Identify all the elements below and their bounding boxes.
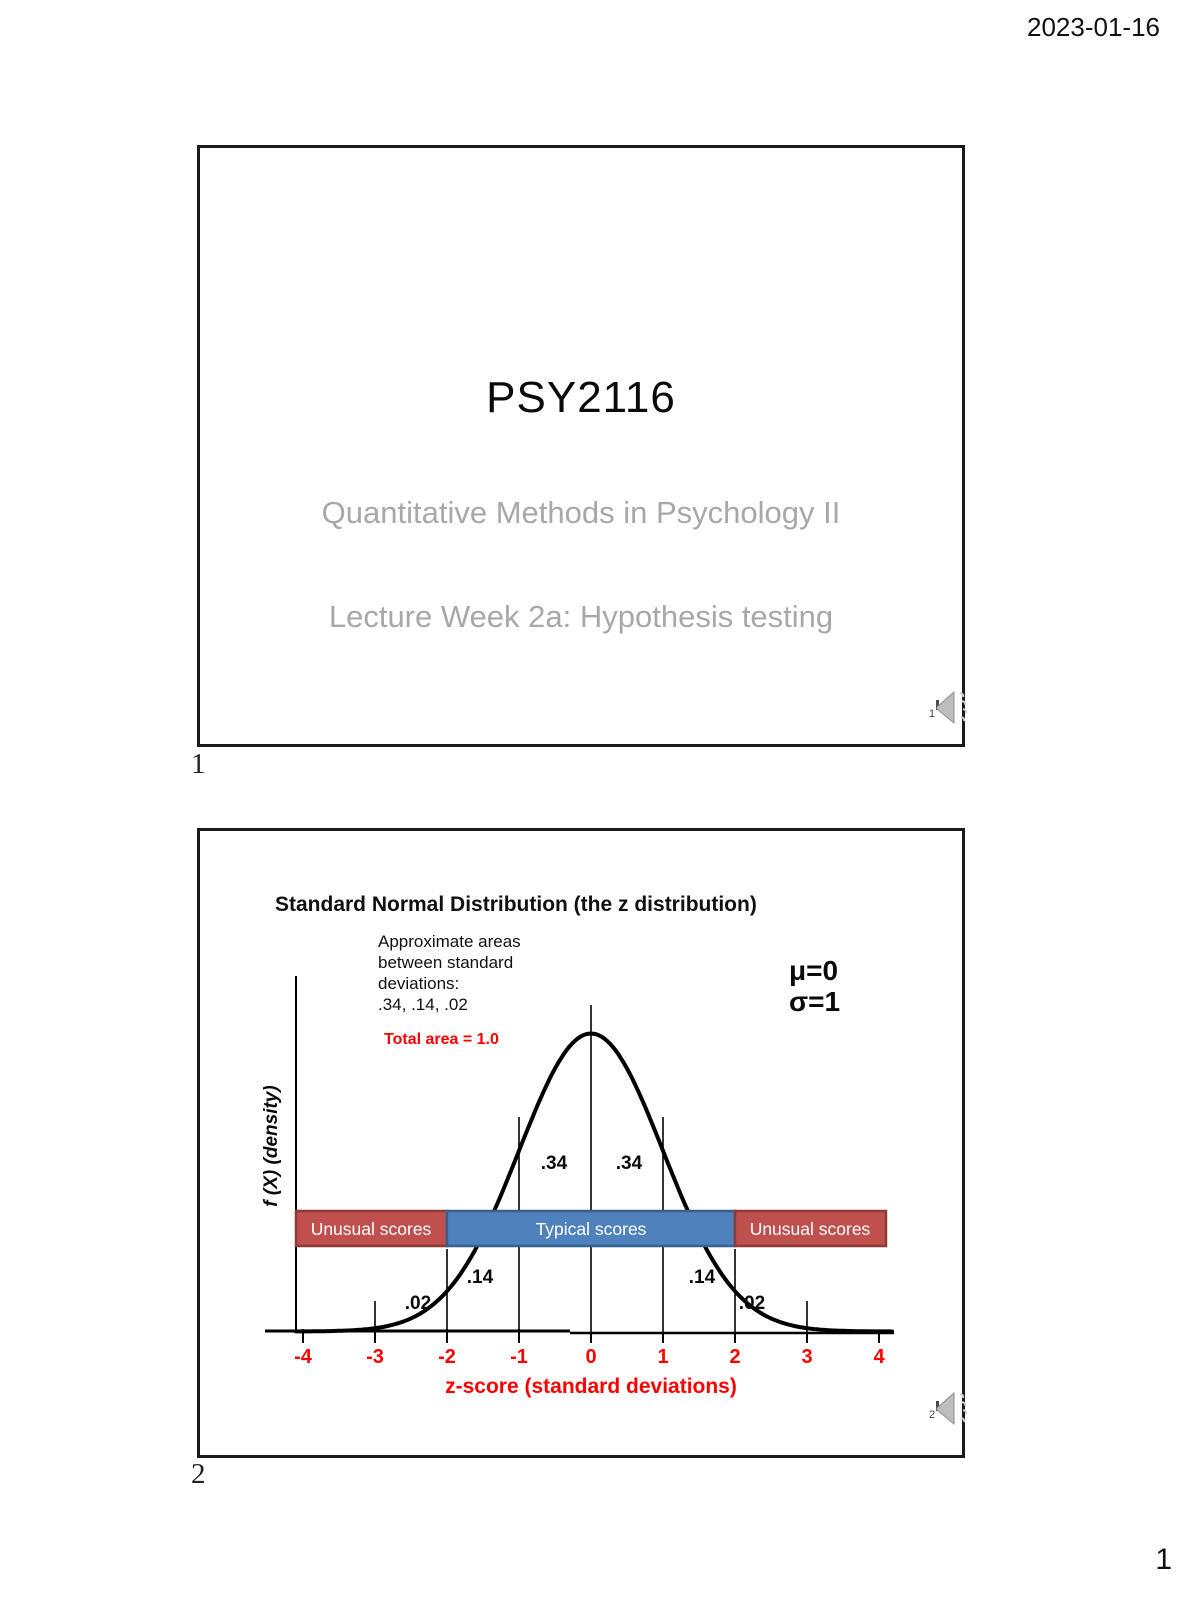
audio-badge-number: 1 [929, 708, 935, 720]
slide1-course-title: PSY2116 [486, 373, 676, 422]
tick-label-0: 0 [585, 1346, 596, 1368]
tick-label--4: -4 [294, 1346, 313, 1368]
audio-speaker-icon: 2 [929, 1391, 968, 1426]
slide2-chart-title: Standard Normal Distribution (the z dist… [275, 893, 757, 916]
speaker-stem [936, 1401, 939, 1411]
mu-sigma-block: μ=0 σ=1 [789, 955, 840, 1017]
tick-label--1: -1 [510, 1346, 528, 1368]
area-label-14-right: .14 [689, 1267, 716, 1288]
tick-label--3: -3 [366, 1346, 384, 1368]
areas-annotation-line4: .34, .14, .02 [378, 995, 468, 1014]
area-label-34-right: .34 [616, 1153, 643, 1174]
tick-label-1: 1 [657, 1346, 668, 1368]
areas-annotation-line2: between standard [378, 953, 514, 972]
areas-annotation-line3: deviations: [378, 974, 460, 993]
total-area-label: Total area = 1.0 [384, 1031, 499, 1048]
area-label-14-left: .14 [467, 1267, 494, 1288]
slide-1: PSY2116 Quantitative Methods in Psycholo… [197, 145, 968, 747]
slide1-page-number: 1 [191, 748, 206, 780]
x-axis-title: z-score (standard deviations) [445, 1375, 737, 1398]
areas-annotation: Approximate areas between standard devia… [378, 931, 521, 1015]
area-label-34-left: .34 [541, 1153, 568, 1174]
normal-distribution-chart: Unusual scores Typical scores Unusual sc… [258, 931, 918, 1406]
bell-curve [293, 1031, 894, 1334]
tick-label-2: 2 [729, 1346, 740, 1368]
chart-canvas: Unusual scores Typical scores Unusual sc… [261, 976, 894, 1398]
score-bands: Unusual scores Typical scores Unusual sc… [294, 1209, 888, 1248]
speaker-cone [936, 1391, 955, 1426]
band-unusual-right [733, 1209, 888, 1248]
sound-waves [959, 692, 968, 722]
areas-annotation-line1: Approximate areas [378, 932, 521, 951]
document-page-number: 1 [1155, 1543, 1172, 1576]
slide2-page-number: 2 [191, 1458, 206, 1490]
sigma-label: σ=1 [789, 986, 841, 1017]
area-labels: .34 .34 .14 .14 .02 .02 [405, 1153, 765, 1314]
x-tick-labels: -4 -3 -2 -1 0 1 2 3 4 [294, 1346, 885, 1368]
area-label-02-left: .02 [405, 1293, 431, 1314]
speaker-cone [936, 690, 955, 725]
slide1-subtitle-course-name: Quantitative Methods in Psychology II [321, 495, 841, 530]
band-label-unusual-left: Unusual scores [311, 1219, 432, 1239]
tick-label-4: 4 [873, 1346, 885, 1368]
band-label-typical: Typical scores [536, 1219, 647, 1239]
tick-label--2: -2 [438, 1346, 456, 1368]
slide1-subtitle-lecture: Lecture Week 2a: Hypothesis testing [328, 599, 834, 634]
speaker-stem [936, 700, 939, 710]
sound-waves [959, 1393, 968, 1423]
audio-speaker-icon: 1 [929, 690, 968, 725]
slide-2: Standard Normal Distribution (the z dist… [197, 828, 968, 1458]
audio-badge-number: 2 [929, 1409, 935, 1421]
band-typical [445, 1209, 737, 1248]
y-axis-title: f (X) (density) [261, 1085, 282, 1206]
area-label-02-right: .02 [739, 1293, 765, 1314]
x-tick-marks [302, 1329, 880, 1343]
mu-label: μ=0 [789, 955, 839, 986]
date-header: 2023-01-16 [1027, 12, 1160, 42]
band-label-unusual-right: Unusual scores [750, 1219, 871, 1239]
tick-label-3: 3 [801, 1346, 812, 1368]
